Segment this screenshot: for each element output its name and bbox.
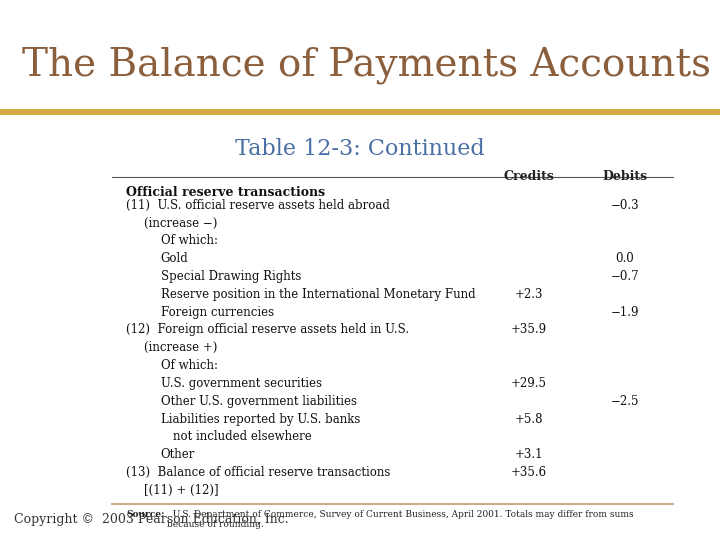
Text: −0.7: −0.7 bbox=[611, 270, 639, 283]
Text: Liabilities reported by U.S. banks: Liabilities reported by U.S. banks bbox=[161, 413, 360, 426]
Text: Gold: Gold bbox=[161, 252, 189, 265]
Text: U.S. government securities: U.S. government securities bbox=[161, 377, 322, 390]
Text: Credits: Credits bbox=[504, 170, 554, 183]
Text: (11)  U.S. official reserve assets held abroad: (11) U.S. official reserve assets held a… bbox=[126, 199, 390, 212]
Text: U.S. Department of Commerce, Survey of Current Business, April 2001. Totals may : U.S. Department of Commerce, Survey of C… bbox=[167, 510, 634, 529]
Text: (increase +): (increase +) bbox=[144, 341, 217, 354]
Text: +29.5: +29.5 bbox=[511, 377, 547, 390]
Text: +5.8: +5.8 bbox=[515, 413, 544, 426]
Text: +35.9: +35.9 bbox=[511, 323, 547, 336]
Bar bbox=[0, 109, 720, 115]
Text: +2.3: +2.3 bbox=[515, 288, 544, 301]
Text: Table 12-3: Continued: Table 12-3: Continued bbox=[235, 138, 485, 160]
Text: Of which:: Of which: bbox=[161, 234, 217, 247]
Text: Other: Other bbox=[161, 448, 195, 461]
Text: +35.6: +35.6 bbox=[511, 466, 547, 479]
Text: Special Drawing Rights: Special Drawing Rights bbox=[161, 270, 301, 283]
Text: Reserve position in the International Monetary Fund: Reserve position in the International Mo… bbox=[161, 288, 475, 301]
Text: not included elsewhere: not included elsewhere bbox=[173, 430, 312, 443]
Text: Of which:: Of which: bbox=[161, 359, 217, 372]
Text: Copyright ©  2003 Pearson Education, Inc.: Copyright © 2003 Pearson Education, Inc. bbox=[14, 514, 289, 526]
Text: (increase −): (increase −) bbox=[144, 217, 217, 230]
Text: −2.5: −2.5 bbox=[611, 395, 639, 408]
Text: Source:: Source: bbox=[126, 510, 164, 519]
Text: Other U.S. government liabilities: Other U.S. government liabilities bbox=[161, 395, 356, 408]
Text: 0.0: 0.0 bbox=[616, 252, 634, 265]
Text: −0.3: −0.3 bbox=[611, 199, 639, 212]
Text: [(11) + (12)]: [(11) + (12)] bbox=[144, 484, 219, 497]
Text: (12)  Foreign official reserve assets held in U.S.: (12) Foreign official reserve assets hel… bbox=[126, 323, 409, 336]
Text: (13)  Balance of official reserve transactions: (13) Balance of official reserve transac… bbox=[126, 466, 390, 479]
Text: Official reserve transactions: Official reserve transactions bbox=[126, 186, 325, 199]
Text: The Balance of Payments Accounts: The Balance of Payments Accounts bbox=[22, 46, 711, 84]
Text: Debits: Debits bbox=[603, 170, 647, 183]
Text: +3.1: +3.1 bbox=[515, 448, 544, 461]
Text: Foreign currencies: Foreign currencies bbox=[161, 306, 274, 319]
Text: −1.9: −1.9 bbox=[611, 306, 639, 319]
